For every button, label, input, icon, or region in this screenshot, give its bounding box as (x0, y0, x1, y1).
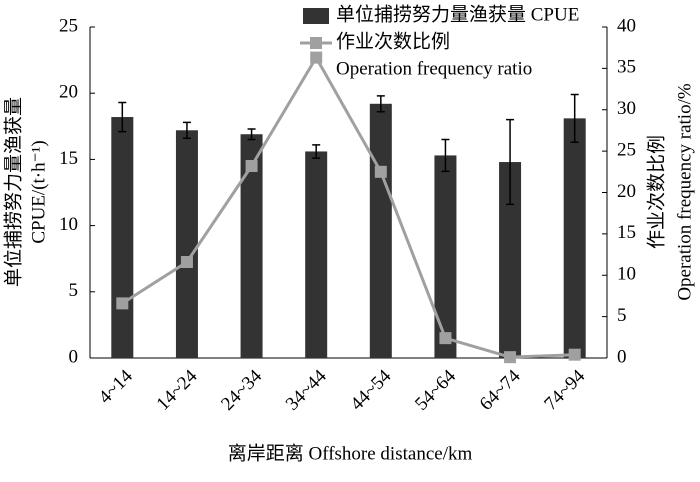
y2-tick-label: 0 (617, 346, 627, 367)
y-tick-label: 5 (69, 280, 79, 301)
line (121, 54, 575, 359)
y2-axis-title: Operation frequency ratio/% (674, 83, 695, 301)
error-bar (506, 118, 515, 206)
line-marker (310, 51, 323, 64)
y-tick-label: 0 (69, 346, 79, 367)
error-bar (247, 128, 256, 141)
y2-tick-label: 20 (617, 181, 636, 202)
y-tick-label: 15 (59, 148, 78, 169)
y2-tick-label: 10 (617, 264, 636, 285)
x-tick-label: 24~34 (217, 365, 266, 414)
legend-label: Operation frequency ratio (336, 58, 532, 79)
line-marker (180, 256, 193, 269)
x-tick-label: 74~94 (540, 365, 589, 414)
y2-tick-label: 5 (617, 305, 627, 326)
x-tick-label: 34~44 (282, 365, 331, 414)
legend-swatch (310, 37, 322, 49)
line-marker (568, 348, 581, 361)
y-axis-title: 单位捕捞努力量渔获量 (2, 97, 24, 287)
line-marker (439, 332, 452, 345)
bar (111, 117, 134, 358)
line-marker (116, 297, 129, 310)
line-marker (504, 351, 517, 364)
bar (240, 134, 263, 358)
bar (369, 103, 392, 359)
y-tick-label: 20 (59, 82, 78, 103)
bar (175, 130, 198, 358)
x-tick-label: 14~24 (153, 365, 202, 414)
error-bar (312, 144, 321, 159)
x-tick-label: 64~74 (476, 365, 525, 414)
y-tick-label: 10 (59, 214, 78, 235)
error-bar (570, 93, 579, 143)
y2-tick-label: 25 (617, 139, 636, 160)
x-tick-label: 4~14 (95, 365, 138, 408)
legend-label: 单位捕捞努力量渔获量 CPUE (336, 3, 579, 25)
legend-swatch (303, 8, 329, 24)
line-marker (245, 160, 258, 173)
y-tick-label: 25 (59, 15, 78, 36)
y-axis-title: CPUE/(t·h⁻¹) (28, 140, 49, 243)
x-tick-label: 44~54 (346, 365, 395, 414)
line-marker (374, 165, 387, 178)
y2-tick-label: 15 (617, 222, 636, 243)
y2-tick-label: 35 (617, 57, 636, 78)
legend-label: 作业次数比例 (336, 30, 450, 52)
y2-axis-title: 作业次数比例 (645, 135, 667, 249)
error-bar (376, 95, 385, 113)
x-axis-title: 离岸距离 Offshore distance/km (228, 442, 473, 464)
y2-tick-label: 30 (617, 98, 636, 119)
bar (434, 155, 457, 358)
bar (563, 118, 586, 358)
error-bar (182, 121, 191, 139)
error-bar (441, 138, 450, 173)
error-bar (118, 101, 127, 133)
bar (305, 151, 328, 358)
bar (499, 162, 522, 358)
y2-tick-label: 40 (617, 15, 636, 36)
x-tick-label: 54~64 (411, 365, 460, 414)
